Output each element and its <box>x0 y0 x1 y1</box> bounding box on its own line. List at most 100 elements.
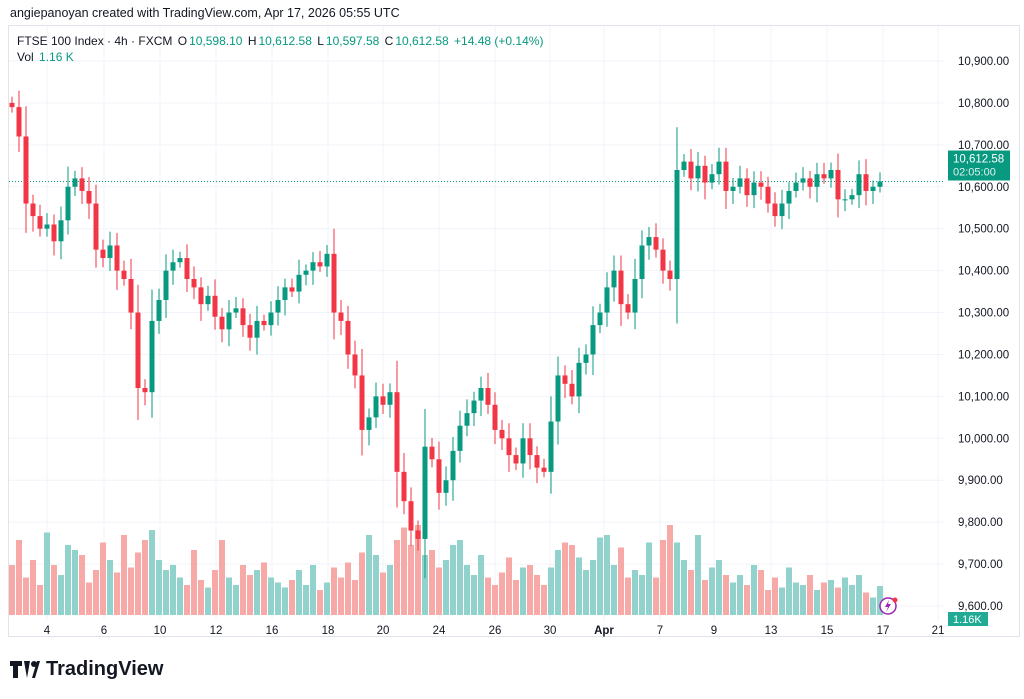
candle-body <box>422 446 428 539</box>
candle-body <box>93 203 99 250</box>
candle-body <box>177 258 183 263</box>
volume-bar <box>93 570 99 615</box>
volume-bar <box>128 567 134 615</box>
candle-body <box>744 178 750 196</box>
candle-body <box>541 467 547 472</box>
volume-bar <box>58 575 64 615</box>
volume-bar <box>492 585 498 615</box>
volume-bars <box>9 525 883 615</box>
candle-body <box>149 320 155 393</box>
candle-body <box>569 383 575 397</box>
volume-bar <box>86 582 92 615</box>
lightning-icon[interactable] <box>879 597 898 615</box>
candle-body <box>646 237 652 246</box>
candle-body <box>737 178 743 187</box>
volume-bar <box>765 590 771 615</box>
candle-body <box>387 392 393 405</box>
price-tick-label: 10,300.00 <box>958 308 1009 320</box>
candle-body <box>590 325 596 355</box>
candle-body <box>135 312 141 388</box>
volume-bar <box>240 565 246 615</box>
candle-body <box>660 249 666 271</box>
candle-body <box>233 308 239 313</box>
low-value: 10,597.58 <box>325 34 380 48</box>
candle-body <box>331 253 337 313</box>
change-value: +14.48 (+0.14%) <box>454 34 544 48</box>
volume-bar <box>821 582 827 615</box>
volume-bar <box>457 540 463 615</box>
candle-body <box>65 186 71 221</box>
volume-bar <box>737 575 743 615</box>
price-tick-label: 9,800.00 <box>958 517 1003 529</box>
time-tick-label: 24 <box>433 625 446 637</box>
candle-body <box>394 392 400 472</box>
volume-bar <box>849 585 855 615</box>
volume-bar <box>807 575 813 615</box>
volume-bar <box>44 532 50 615</box>
lightning-icon-bolt <box>885 600 891 612</box>
symbol-title[interactable]: FTSE 100 Index · 4h · FXCM <box>17 34 173 48</box>
volume-bar <box>688 570 694 615</box>
candle-body <box>338 312 344 321</box>
chart-frame <box>8 25 1020 637</box>
tradingview-logo-icon <box>10 660 40 678</box>
volume-bar <box>331 567 337 615</box>
volume-bar <box>408 545 414 615</box>
volume-bar <box>674 542 680 615</box>
candle-body <box>478 388 484 401</box>
volume-bar <box>289 580 295 615</box>
volume-bar <box>562 542 568 615</box>
volume-bar <box>548 567 554 615</box>
volume-bar <box>744 585 750 615</box>
price-tick-label: 10,000.00 <box>958 433 1009 445</box>
candle-body <box>863 174 869 191</box>
volume-bar <box>611 565 617 615</box>
candle-body <box>170 262 176 271</box>
time-tick-label: 12 <box>210 625 223 637</box>
time-tick-label: 26 <box>489 625 502 637</box>
candle-body <box>79 178 85 191</box>
last-volume-badge <box>948 612 988 626</box>
volume-bar <box>401 527 407 615</box>
volume-bar <box>429 550 435 615</box>
candle-body <box>107 245 113 259</box>
tradingview-logo[interactable]: TradingView <box>10 658 163 681</box>
candle-body <box>443 480 449 493</box>
candle-body <box>296 274 302 292</box>
volume-bar <box>268 577 274 615</box>
volume-bar <box>170 565 176 615</box>
volume-bar <box>135 552 141 615</box>
candle-body <box>9 102 15 108</box>
volume-bar <box>380 572 386 615</box>
candle-body <box>618 270 624 305</box>
candle-body <box>16 107 22 137</box>
time-tick-label: 10 <box>154 625 167 637</box>
volume-bar <box>702 580 708 615</box>
open-label: O <box>177 34 188 48</box>
candle-body <box>121 270 127 279</box>
volume-bar <box>450 545 456 615</box>
candle-body <box>758 182 764 187</box>
candle-body <box>807 178 813 187</box>
volume-bar <box>233 585 239 615</box>
candle-body <box>254 320 260 338</box>
volume-bar <box>786 567 792 615</box>
volume-bar <box>583 570 589 615</box>
volume-bar <box>527 565 533 615</box>
candle-body <box>527 438 533 456</box>
candle-body <box>205 295 211 305</box>
volume-bar <box>142 540 148 615</box>
candle-body <box>100 249 106 259</box>
low-label: L <box>317 34 324 48</box>
candle-body <box>436 459 442 493</box>
candle-body <box>58 220 64 242</box>
grid <box>9 26 944 620</box>
candle-body <box>114 245 120 271</box>
candle-body <box>184 258 190 279</box>
volume-bar <box>387 565 393 615</box>
price-tick-label: 10,100.00 <box>958 391 1009 403</box>
volume-bar <box>324 582 330 615</box>
candle-body <box>723 161 729 191</box>
volume-bar <box>835 587 841 615</box>
